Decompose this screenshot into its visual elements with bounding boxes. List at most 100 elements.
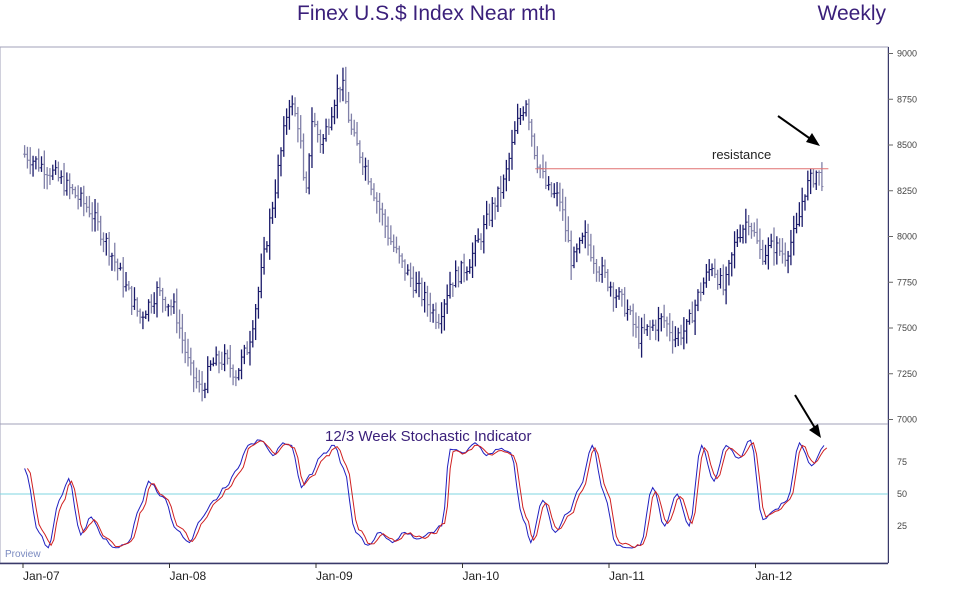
price-bar (287, 99, 291, 130)
price-bar (352, 119, 356, 137)
price-bar (547, 176, 551, 191)
price-bar (225, 349, 229, 365)
price-bar (62, 162, 66, 196)
price-bar (386, 216, 390, 246)
price-bar (747, 214, 751, 236)
price-bar (713, 258, 717, 278)
price-bar (490, 197, 494, 228)
indicator-y-tick-label: 75 (897, 457, 907, 467)
price-bar (141, 311, 145, 330)
stochastic-k-line (24, 439, 825, 549)
x-axis-ticks: Jan-07 Jan-08 Jan-09 Jan-10 Jan-11 Jan-12 (22, 563, 793, 583)
price-bar (752, 222, 756, 237)
price-bar (733, 231, 737, 269)
price-bar (704, 263, 708, 288)
indicator-y-ticks: 75 50 25 (897, 457, 907, 531)
price-bar (595, 259, 599, 282)
price-bar (290, 95, 294, 116)
price-bar (124, 272, 128, 292)
price-bar (637, 315, 641, 349)
price-bar (394, 236, 398, 254)
price-bar (37, 148, 41, 172)
price-bar (118, 262, 122, 271)
price-bar (192, 360, 196, 393)
price-bar (293, 97, 297, 117)
price-bar (45, 167, 49, 190)
price-bar (110, 252, 114, 271)
price-bar (206, 356, 210, 394)
price-bar (640, 317, 644, 358)
price-bar (583, 220, 587, 249)
price-bar (397, 245, 401, 264)
price-y-tick-label: 8500 (897, 140, 917, 150)
price-bar (764, 244, 768, 265)
price-bar (228, 344, 232, 378)
price-bar (93, 199, 97, 232)
price-bar (262, 236, 266, 275)
price-bar (425, 285, 429, 317)
price-bar (809, 168, 813, 195)
x-tick-label: Jan-11 (609, 569, 645, 583)
price-bar (375, 192, 379, 214)
price-y-tick-label: 8000 (897, 232, 917, 242)
price-bar (31, 155, 35, 177)
price-bar (411, 266, 415, 298)
price-bar (772, 227, 776, 266)
price-bar (28, 147, 32, 175)
price-bar (161, 287, 165, 313)
price-y-tick-label: 7500 (897, 323, 917, 333)
price-bar (70, 184, 74, 195)
price-bar (127, 280, 131, 291)
price-bar (735, 229, 739, 247)
price-bar (761, 239, 765, 265)
price-bar (473, 235, 477, 267)
price-bar (617, 287, 621, 300)
price-bar (769, 233, 773, 249)
indicator-title: 12/3 Week Stochastic Indicator (325, 428, 532, 445)
price-bar (217, 350, 221, 374)
price-bar (135, 297, 139, 317)
price-bar (366, 159, 370, 185)
price-bar (687, 309, 691, 325)
price-bar (116, 258, 120, 281)
price-bar (147, 299, 151, 322)
price-bar (40, 156, 44, 172)
price-bar (679, 324, 683, 346)
price-bar (183, 332, 187, 364)
price-bar (296, 106, 300, 143)
price-bar (665, 316, 669, 337)
price-bar (279, 147, 283, 177)
price-bar (786, 250, 790, 274)
price-bar (614, 289, 618, 309)
price-bar (586, 223, 590, 256)
price-bar (442, 299, 446, 331)
price-bar (313, 112, 317, 128)
price-bar (572, 246, 576, 269)
price-bar (248, 330, 252, 366)
price-bar (347, 91, 351, 123)
price-bar (79, 187, 83, 207)
price-bar (454, 260, 458, 288)
price-bar (524, 100, 528, 117)
price-bar (507, 152, 511, 182)
price-bar (355, 121, 359, 146)
price-bar (564, 196, 568, 242)
price-bar (169, 299, 173, 316)
price-bar (42, 150, 46, 189)
price-bar (510, 129, 514, 170)
price-bar (676, 327, 680, 347)
price-bar (727, 259, 731, 286)
price-bar (476, 228, 480, 243)
price-bar (516, 103, 520, 134)
price-bar (380, 202, 384, 226)
price-bar (186, 338, 190, 367)
price-bar (459, 260, 463, 284)
price-bar (414, 271, 418, 294)
price-bar (820, 162, 824, 192)
price-bar (341, 67, 345, 102)
price-bar (487, 203, 491, 226)
price-bar (310, 107, 314, 169)
price-bar (389, 225, 393, 245)
price-bar (682, 317, 686, 350)
